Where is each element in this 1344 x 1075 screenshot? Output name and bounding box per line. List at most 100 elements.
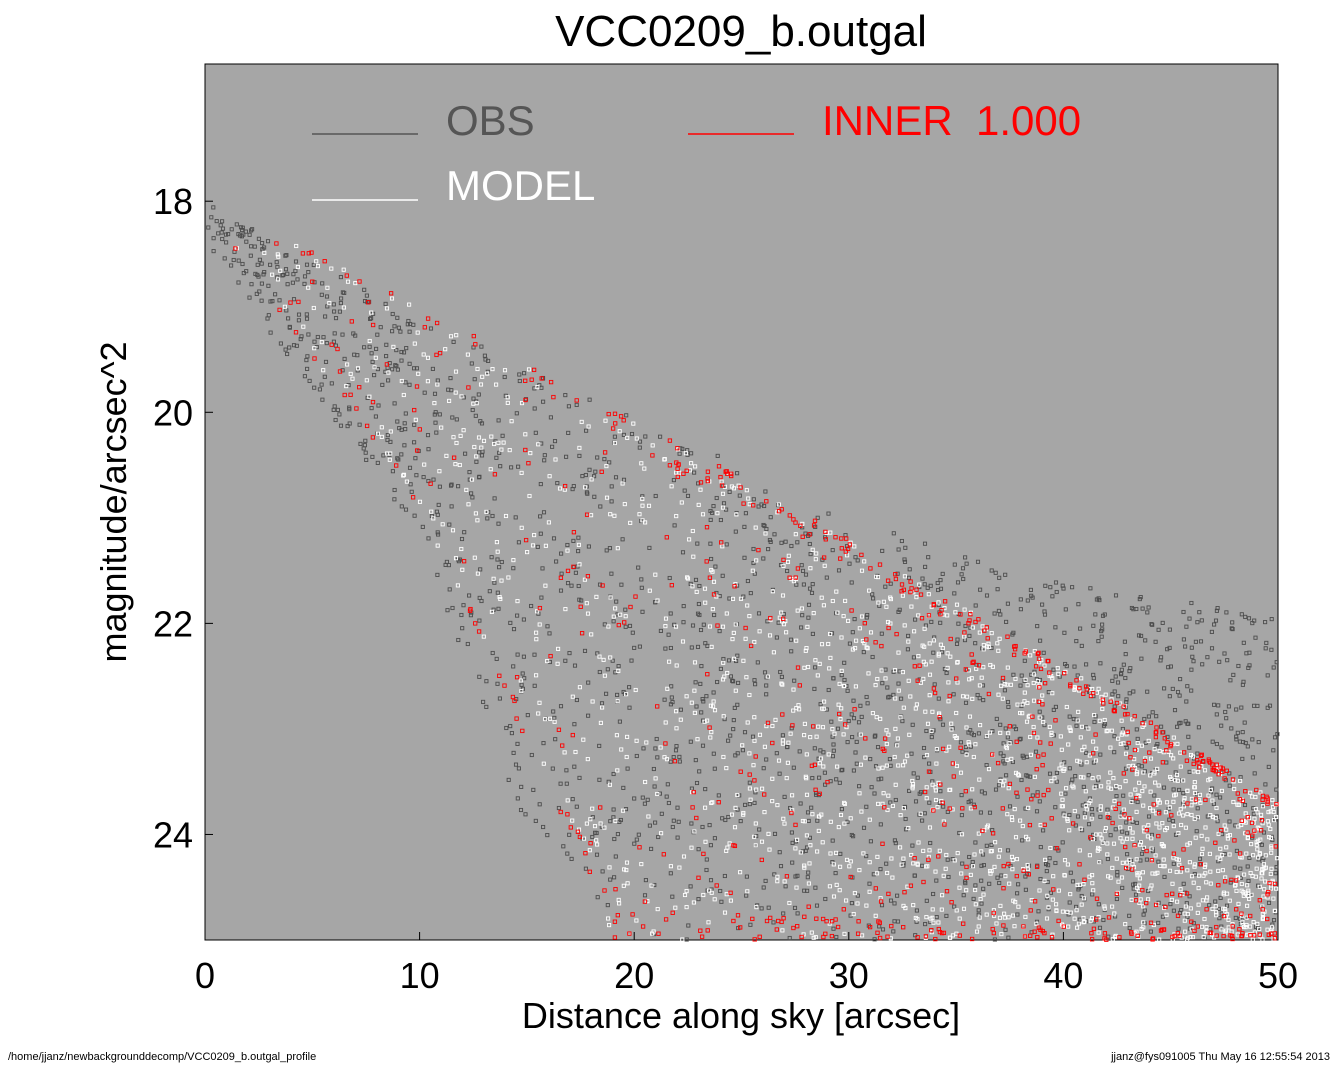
- data-point: [804, 752, 809, 757]
- data-point: [1270, 798, 1275, 803]
- data-point: [1013, 835, 1019, 840]
- data-point: [1127, 925, 1132, 931]
- data-point: [932, 690, 938, 696]
- data-point: [293, 259, 299, 264]
- data-point: [743, 625, 748, 631]
- data-point: [734, 512, 739, 517]
- data-point: [668, 759, 673, 764]
- data-point: [1243, 614, 1248, 619]
- data-point: [911, 861, 916, 866]
- data-point: [1146, 605, 1151, 610]
- data-point: [677, 451, 682, 456]
- data-point: [559, 571, 564, 576]
- data-point: [718, 517, 723, 523]
- data-point: [1014, 873, 1019, 879]
- data-point: [670, 824, 675, 830]
- data-point: [1128, 755, 1133, 760]
- data-point: [960, 694, 966, 699]
- data-point: [972, 852, 977, 857]
- data-point: [673, 748, 679, 753]
- data-point: [842, 801, 847, 806]
- data-point: [893, 572, 898, 577]
- data-point: [1245, 815, 1250, 820]
- data-point: [1271, 748, 1276, 753]
- data-point: [1163, 904, 1168, 910]
- data-point: [1128, 930, 1134, 935]
- data-point: [845, 546, 851, 551]
- data-point: [997, 636, 1002, 641]
- data-point: [1038, 638, 1043, 643]
- data-point: [691, 789, 696, 795]
- data-point: [761, 522, 766, 528]
- data-point: [1132, 747, 1138, 753]
- data-point: [1134, 606, 1139, 612]
- data-point: [254, 291, 259, 296]
- data-point: [266, 313, 271, 318]
- data-point: [726, 658, 732, 663]
- data-point: [1162, 874, 1167, 879]
- data-point: [743, 802, 748, 807]
- data-point: [766, 831, 771, 836]
- data-point: [390, 311, 395, 317]
- data-point: [935, 580, 940, 586]
- data-point: [922, 582, 927, 587]
- data-point: [252, 244, 257, 249]
- data-point: [859, 714, 864, 719]
- data-point: [1031, 698, 1037, 703]
- data-point: [1038, 823, 1043, 828]
- data-point: [1139, 656, 1144, 661]
- data-point: [1028, 774, 1033, 779]
- data-point: [880, 681, 885, 686]
- data-point: [1182, 796, 1187, 801]
- data-point: [1150, 936, 1156, 941]
- data-point: [1247, 663, 1252, 668]
- data-point: [605, 667, 610, 672]
- data-point: [1249, 794, 1255, 799]
- data-point: [1114, 700, 1120, 706]
- data-point: [764, 499, 769, 504]
- data-point: [1089, 931, 1094, 936]
- data-point: [677, 759, 682, 764]
- data-point: [1194, 829, 1199, 834]
- data-point: [958, 740, 963, 745]
- data-point: [998, 751, 1003, 756]
- data-point: [989, 645, 994, 651]
- data-point: [620, 481, 625, 486]
- data-point: [831, 926, 836, 931]
- data-point: [1216, 831, 1221, 836]
- data-point: [1035, 624, 1040, 629]
- data-point: [1001, 741, 1006, 746]
- data-point: [1102, 612, 1107, 617]
- data-point: [570, 797, 575, 802]
- data-point: [1240, 682, 1245, 687]
- data-point: [823, 537, 828, 542]
- data-point: [617, 901, 622, 906]
- data-point: [893, 782, 898, 787]
- data-point: [1230, 924, 1235, 929]
- data-point: [542, 453, 547, 458]
- data-point: [583, 472, 588, 478]
- data-point: [799, 563, 804, 568]
- data-point: [731, 918, 736, 924]
- data-point: [850, 735, 855, 740]
- data-point: [1105, 841, 1110, 846]
- data-point: [857, 784, 862, 789]
- data-point: [1264, 794, 1269, 799]
- data-point: [1222, 852, 1227, 857]
- data-point: [459, 612, 464, 618]
- data-point: [1242, 720, 1247, 725]
- data-point: [1113, 674, 1118, 679]
- data-point: [1210, 767, 1215, 772]
- data-point: [1229, 933, 1235, 939]
- data-point: [832, 731, 837, 736]
- data-point: [543, 543, 548, 548]
- data-point: [724, 766, 729, 771]
- data-point: [306, 332, 311, 337]
- data-point: [536, 711, 541, 716]
- data-point: [1135, 933, 1140, 938]
- data-point: [1202, 864, 1207, 870]
- data-point: [1196, 769, 1201, 775]
- data-point: [912, 629, 917, 634]
- data-point: [705, 928, 710, 933]
- data-point: [522, 676, 527, 681]
